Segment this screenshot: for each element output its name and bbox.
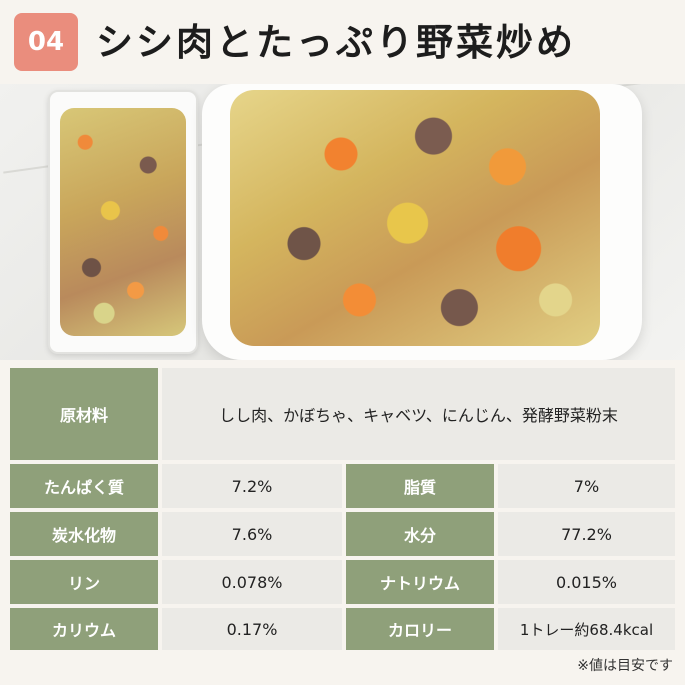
food-tray-image: [48, 90, 198, 354]
protein-label: たんぱく質: [10, 464, 158, 508]
potassium-value: 0.17%: [162, 608, 342, 650]
page-title: シシ肉とたっぷり野菜炒め: [96, 21, 576, 64]
ingredients-label: 原材料: [10, 368, 158, 460]
header: 04 シシ肉とたっぷり野菜炒め: [0, 0, 685, 84]
food-photo: [0, 84, 685, 360]
sodium-label: ナトリウム: [346, 560, 494, 604]
phosphorus-value: 0.078%: [162, 560, 342, 604]
footnote: ※値は目安です: [577, 658, 673, 674]
ingredients-value: しし肉、かぼちゃ、キャベツ、にんじん、発酵野菜粉末: [162, 368, 675, 460]
fat-value: 7%: [498, 464, 675, 508]
phosphorus-label: リン: [10, 560, 158, 604]
fat-label: 脂質: [346, 464, 494, 508]
carbohydrate-label: 炭水化物: [10, 512, 158, 556]
sodium-value: 0.015%: [498, 560, 675, 604]
food-bowl-image: [202, 84, 642, 360]
bowl-food: [230, 90, 600, 346]
tray-food: [60, 108, 186, 336]
moisture-label: 水分: [346, 512, 494, 556]
moisture-value: 77.2%: [498, 512, 675, 556]
potassium-label: カリウム: [10, 608, 158, 650]
nutrition-table: 原材料 しし肉、かぼちゃ、キャベツ、にんじん、発酵野菜粉末 たんぱく質 7.2%…: [0, 360, 685, 650]
calorie-value: 1トレー約68.4kcal: [498, 608, 675, 650]
protein-value: 7.2%: [162, 464, 342, 508]
calorie-label: カロリー: [346, 608, 494, 650]
number-badge: 04: [14, 13, 78, 71]
carbohydrate-value: 7.6%: [162, 512, 342, 556]
